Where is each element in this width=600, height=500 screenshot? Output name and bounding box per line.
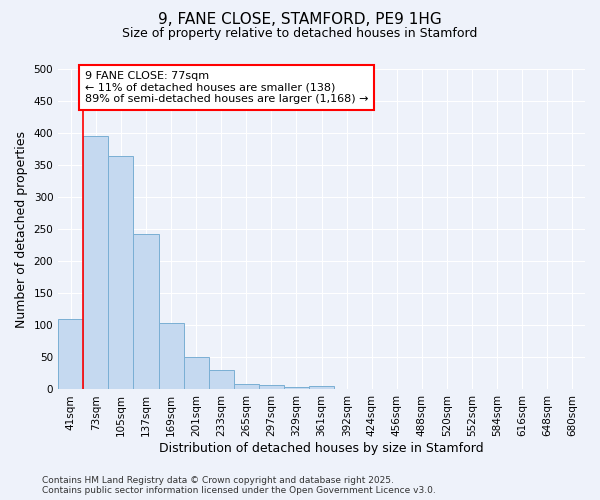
Bar — [460, 389, 485, 390]
Bar — [83, 136, 109, 390]
Text: Contains HM Land Registry data © Crown copyright and database right 2025.
Contai: Contains HM Land Registry data © Crown c… — [42, 476, 436, 495]
Bar — [209, 370, 234, 390]
Bar — [133, 234, 158, 390]
Bar — [284, 387, 309, 390]
Bar — [109, 156, 133, 390]
Y-axis label: Number of detached properties: Number of detached properties — [15, 130, 28, 328]
X-axis label: Distribution of detached houses by size in Stamford: Distribution of detached houses by size … — [159, 442, 484, 455]
Bar — [158, 324, 184, 390]
Bar — [234, 384, 259, 390]
Bar — [259, 385, 284, 390]
Bar — [560, 389, 585, 390]
Text: 9 FANE CLOSE: 77sqm
← 11% of detached houses are smaller (138)
89% of semi-detac: 9 FANE CLOSE: 77sqm ← 11% of detached ho… — [85, 71, 368, 104]
Text: Size of property relative to detached houses in Stamford: Size of property relative to detached ho… — [122, 28, 478, 40]
Bar — [184, 358, 209, 390]
Bar — [309, 386, 334, 390]
Bar — [359, 389, 385, 390]
Text: 9, FANE CLOSE, STAMFORD, PE9 1HG: 9, FANE CLOSE, STAMFORD, PE9 1HG — [158, 12, 442, 28]
Bar — [58, 319, 83, 390]
